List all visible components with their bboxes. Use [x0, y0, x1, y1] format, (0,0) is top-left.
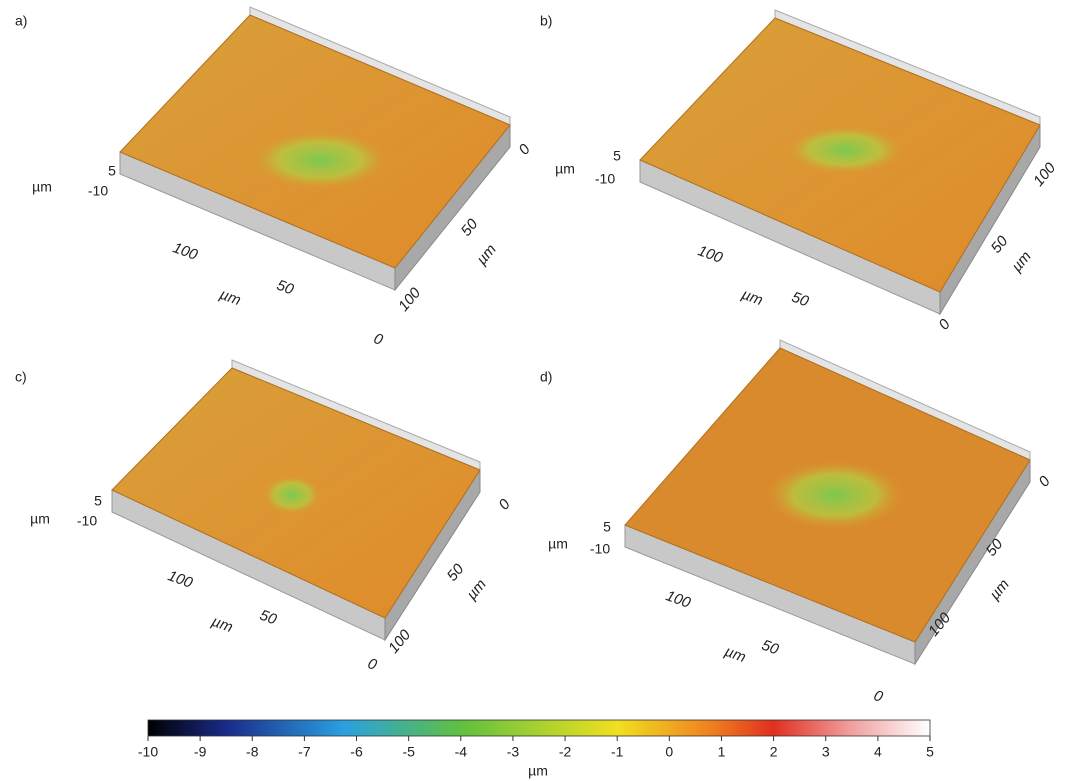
x-tick-label: 0 [365, 655, 379, 674]
panel-label: b) [540, 13, 552, 29]
z-unit: µm [548, 536, 568, 552]
defect [785, 125, 905, 175]
y-unit: µm [986, 576, 1013, 603]
x-tick-label: 50 [789, 289, 811, 311]
colorbar-label: µm [528, 763, 548, 779]
x-unit: µm [217, 286, 243, 309]
x-unit: µm [209, 613, 235, 636]
colorbar-tick-label: 4 [874, 744, 882, 760]
colorbar-tick-label: 3 [822, 744, 830, 760]
colorbar-tick-label: -5 [402, 744, 415, 760]
z-tick-label: -10 [77, 513, 97, 529]
colorbar [147, 719, 931, 737]
x-tick-label: 100 [166, 567, 196, 592]
y-unit: µm [473, 241, 500, 268]
y-unit: µm [463, 576, 490, 603]
surface-panel: a) 5-10 µm 100 50 0 µm 0 50 100 µm [15, 6, 534, 349]
defect [262, 475, 322, 515]
x-tick-label: 0 [371, 330, 385, 349]
colorbar-tick-label: -1 [611, 744, 624, 760]
defect [765, 460, 905, 530]
x-unit: µm [722, 643, 748, 666]
z-tick-label: -10 [590, 541, 610, 557]
panel-label: a) [15, 13, 27, 29]
colorbar-tick-label: -4 [455, 744, 468, 760]
y-tick-label: 100 [395, 284, 425, 315]
colorbar-tick-label: -7 [298, 744, 311, 760]
y-tick-label: 0 [495, 495, 514, 513]
colorbar-tick-label: -9 [194, 744, 207, 760]
y-tick-label: 50 [444, 560, 468, 584]
y-tick-label: 0 [1035, 472, 1054, 490]
colorbar-tick-label: -3 [507, 744, 520, 760]
x-tick-label: 50 [274, 277, 296, 299]
z-tick-label: 5 [108, 163, 116, 179]
x-tick-label: 0 [871, 687, 885, 706]
panel-label: c) [15, 369, 27, 385]
y-tick-label: 0 [935, 315, 954, 333]
colorbar-tick-label: -8 [246, 744, 259, 760]
x-tick-label: 50 [759, 637, 781, 659]
panel-label: d) [540, 369, 552, 385]
z-unit: µm [32, 179, 52, 195]
panels: a)5-10µm100500µm050100µmb)5-10µm10050µm1… [15, 6, 1060, 706]
z-tick-label: -10 [88, 183, 108, 199]
x-tick-label: 100 [171, 239, 201, 264]
y-tick-label: 0 [515, 140, 534, 158]
colorbar-tick-label: 2 [770, 744, 778, 760]
colorbar-tick-label: -2 [559, 744, 572, 760]
y-tick-label: 50 [458, 215, 482, 239]
z-unit: µm [30, 511, 50, 527]
x-unit: µm [739, 286, 765, 309]
x-tick-label: 100 [664, 587, 694, 612]
z-tick-label: 5 [603, 519, 611, 535]
defect [250, 130, 390, 190]
x-tick-label: 100 [696, 242, 726, 267]
colorbar-tick-label: 5 [926, 744, 934, 760]
colorbar-tick-label: -10 [138, 744, 158, 760]
z-tick-label: 5 [94, 493, 102, 509]
x-tick-label: 50 [257, 607, 279, 629]
y-unit: µm [1008, 248, 1035, 275]
y-tick-label: 100 [1030, 159, 1060, 190]
colorbar-tick-label: -6 [350, 744, 363, 760]
z-unit: µm [555, 161, 575, 177]
z-tick-label: 5 [613, 148, 621, 164]
colorbar-tick-label: 0 [665, 744, 673, 760]
z-tick-label: -10 [595, 171, 615, 187]
colorbar-tick-label: 1 [718, 744, 726, 760]
y-tick-label: 50 [988, 232, 1012, 256]
